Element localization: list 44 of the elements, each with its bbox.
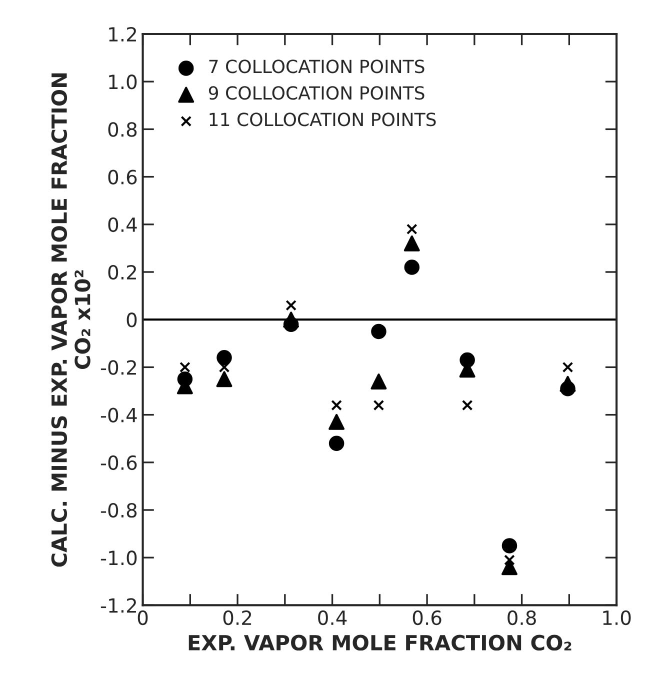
y-tick-label: -0.2 <box>100 360 136 375</box>
legend-label: 9 COLLOCATION POINTS <box>208 86 424 100</box>
legend-label: 11 COLLOCATION POINTS <box>210 112 436 126</box>
x-axis-title: EXP. VAPOR MOLE FRACTION CO₂ <box>188 634 572 651</box>
x-tick-label: 0.6 <box>412 610 442 626</box>
point <box>180 362 190 373</box>
y-tick-label: 0.8 <box>108 122 137 137</box>
x-tick-label: 0.2 <box>223 610 252 626</box>
y-tick-label: 1.0 <box>109 74 137 90</box>
y-tick-label: 0.6 <box>108 170 137 184</box>
legend-label: 7 COLLOCATION POINTS <box>209 60 424 74</box>
x-tick-label: 0.8 <box>508 610 536 626</box>
point <box>328 436 344 451</box>
point <box>331 400 342 411</box>
y-tick-label: 0.2 <box>108 264 136 280</box>
point <box>371 324 386 340</box>
point <box>283 312 300 328</box>
point <box>370 373 387 390</box>
point <box>328 414 345 430</box>
point <box>504 554 515 566</box>
y-tick-label: 1.2 <box>109 26 136 42</box>
y-tick-label: -0.6 <box>100 455 137 470</box>
y-tick-label: 0 <box>126 312 137 328</box>
x-tick-label: 0.4 <box>318 610 347 626</box>
x-tick-label: 1.0 <box>603 610 631 626</box>
point <box>560 376 576 392</box>
point <box>562 362 574 373</box>
point <box>286 300 297 311</box>
y-tick-label: -0.8 <box>100 502 137 518</box>
y-axis-title: CALC. MINUS EXP. VAPOR MOLE FRACTION CO₂ x10² <box>51 73 90 567</box>
point <box>218 362 230 373</box>
point <box>502 538 518 554</box>
point <box>404 235 420 252</box>
point <box>373 400 384 411</box>
x-tick-label: 0 <box>138 610 148 626</box>
y-tick-label: 0.4 <box>108 217 137 232</box>
point <box>462 400 473 411</box>
point <box>404 260 420 275</box>
y-tick-label: -1.0 <box>100 550 137 566</box>
y-tick-label: -1.2 <box>100 598 136 613</box>
point <box>216 371 232 388</box>
point <box>406 224 418 235</box>
point <box>216 350 232 366</box>
y-tick-label: -0.4 <box>100 408 137 422</box>
